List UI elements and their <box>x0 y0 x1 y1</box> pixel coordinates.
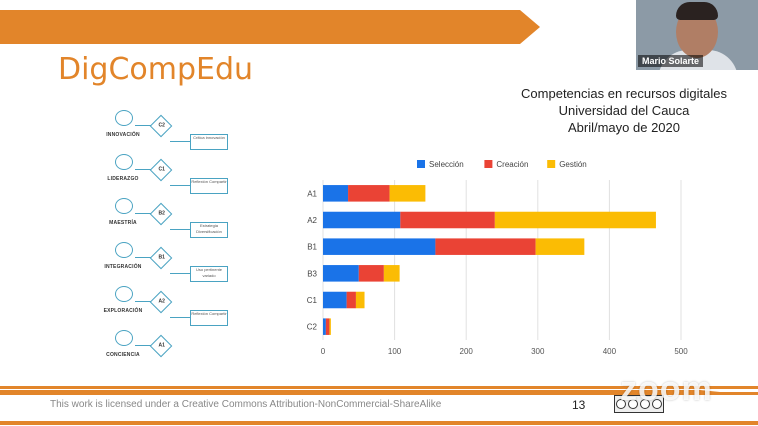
stage-level-marker: A1 <box>149 334 173 358</box>
participant-hair <box>676 2 718 20</box>
category-label: A2 <box>307 216 317 225</box>
stage-level-text: C1 <box>158 166 165 173</box>
category-label: B3 <box>307 269 317 278</box>
stacked-bar-chart: 0 100 200 300 400 500 Selección Creación Gestión… <box>307 160 688 356</box>
bar-segment <box>329 318 331 335</box>
legend-swatch <box>547 160 556 168</box>
box-connector <box>170 317 190 318</box>
x-tick-label: 400 <box>603 347 617 356</box>
stage-icon <box>115 154 133 170</box>
bar-segment <box>435 238 536 255</box>
bar-segment <box>323 238 436 255</box>
stage-description-box: Crítica innovación <box>190 134 228 150</box>
stage-label: INTEGRACIÓN <box>104 264 142 270</box>
stage-level-text: C2 <box>158 122 165 129</box>
license-text: This work is licensed under a Creative C… <box>50 399 442 410</box>
stage-icon <box>115 286 133 302</box>
bar-segment <box>323 318 326 335</box>
bar-segment <box>346 291 356 309</box>
stage-level-text: A1 <box>158 342 165 349</box>
bar-segment <box>323 265 359 282</box>
legend-swatch <box>484 160 493 168</box>
bar-segment <box>355 291 365 309</box>
footer-bar <box>0 386 758 425</box>
participant-name-label: Mario Solarte <box>638 55 704 67</box>
bar-segment <box>494 211 656 229</box>
caption-line-1: Competencias en recursos digitales <box>521 86 727 101</box>
box-connector <box>170 273 190 274</box>
bar-segment <box>389 185 426 202</box>
box-connector <box>170 185 190 186</box>
stage-icon <box>115 198 133 214</box>
stage-icon <box>115 110 133 126</box>
slide-title: DigCompEdu <box>58 52 254 87</box>
stage-icon <box>115 330 133 346</box>
stage-level-marker: C2 <box>149 114 173 138</box>
legend-swatch <box>417 160 425 168</box>
zoom-watermark: zoom <box>620 370 713 408</box>
stage-level-text: B1 <box>158 254 165 261</box>
stage-label: CONCIENCIA <box>106 352 140 358</box>
stage-level-marker: B2 <box>149 202 173 226</box>
box-connector <box>170 141 190 142</box>
stage-icon <box>115 242 133 258</box>
stage-description-box: Reflexión Compartir <box>190 310 228 326</box>
digcompedu-progression-diagram: INNOVACIÓN C2 Crítica innovación LIDERAZGO C… <box>95 110 245 360</box>
box-connector <box>170 229 190 230</box>
stage-label: MAESTRÍA <box>109 220 137 226</box>
category-label: C1 <box>307 296 318 305</box>
bar-segment <box>535 238 585 255</box>
stage-description-box: Uso pertinente variado <box>190 266 228 282</box>
legend-label: Creación <box>496 160 528 169</box>
bar-segment <box>348 185 390 202</box>
bar-segment <box>323 291 347 309</box>
category-label: A1 <box>307 189 317 198</box>
x-tick-label: 300 <box>531 347 545 356</box>
participant-video-tile[interactable]: Mario Solarte <box>636 0 758 70</box>
stage-level-marker: C1 <box>149 158 173 182</box>
stage-level-marker: A2 <box>149 290 173 314</box>
stage-level-text: B2 <box>158 210 165 217</box>
stage-connector <box>135 257 151 258</box>
x-tick-label: 0 <box>321 347 326 356</box>
stage-description-box: Reflexión Compartir <box>190 178 228 194</box>
x-tick-label: 100 <box>388 347 402 356</box>
stage-connector <box>135 301 151 302</box>
stage-description-box: Estrategia Diversificación <box>190 222 228 238</box>
stage-level-marker: B1 <box>149 246 173 270</box>
stage-label: INNOVACIÓN <box>106 132 140 138</box>
category-label: C2 <box>307 323 318 332</box>
bar-segment <box>323 185 349 202</box>
legend-label: Selección <box>429 160 464 169</box>
stage-connector <box>135 125 151 126</box>
category-label: B1 <box>307 243 317 252</box>
bar-segment <box>383 265 400 282</box>
stage-connector <box>135 345 151 346</box>
page-number: 13 <box>572 398 586 412</box>
stage-level-text: A2 <box>158 298 165 305</box>
stage-label: EXPLORACIÓN <box>103 308 143 314</box>
bar-segment <box>358 265 384 282</box>
x-tick-label: 500 <box>674 347 688 356</box>
bar-segment <box>325 318 330 335</box>
header-banner <box>0 10 540 44</box>
stage-connector <box>135 213 151 214</box>
bar-segment <box>400 211 495 229</box>
caption-line-2: Universidad del Cauca <box>558 103 690 118</box>
stage-connector <box>135 169 151 170</box>
creative-commons-badge-icon <box>614 395 664 413</box>
stage-label: LIDERAZGO <box>107 176 139 182</box>
bar-segment <box>323 211 401 229</box>
chart-caption: Competencias en recursos digitales Unive… <box>500 85 748 136</box>
caption-line-3: Abril/mayo de 2020 <box>567 120 680 135</box>
legend-label: Gestión <box>559 160 587 169</box>
x-tick-label: 200 <box>460 347 474 356</box>
